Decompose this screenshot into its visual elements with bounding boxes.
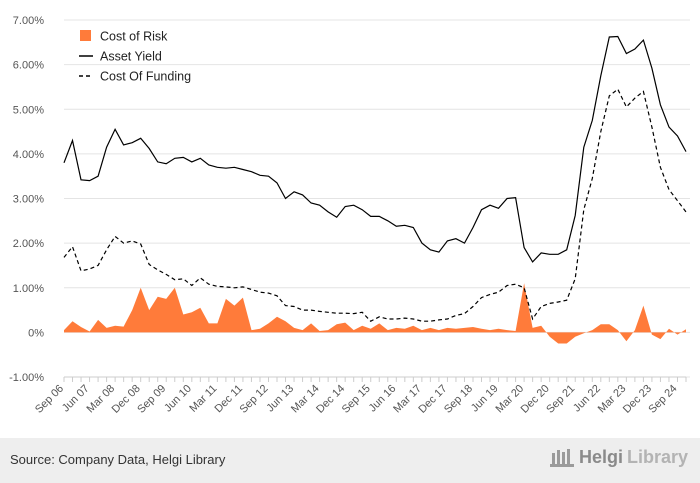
y-tick-label: -1.00% — [9, 372, 44, 384]
y-tick-label: 2.00% — [13, 238, 44, 250]
y-tick-label: 6.00% — [13, 60, 44, 72]
logo-text-library: Library — [626, 446, 688, 467]
legend-label: Cost of Risk — [100, 30, 168, 44]
legend-label: Cost Of Funding — [100, 70, 191, 84]
helgi-library-logo: Helgi Library — [549, 446, 688, 468]
x-tick-label: Jun 10 — [162, 383, 194, 415]
y-tick-label: 5.00% — [13, 104, 44, 116]
cost-of-risk-area — [64, 283, 686, 344]
legend-label: Asset Yield — [100, 50, 162, 64]
legend-swatch-cost-of-risk — [80, 30, 91, 41]
asset-yield-line — [63, 35, 687, 263]
chart: 7.00% 6.00% 5.00% 4.00% 3.00% 2.00% 1.00% 0% -1.… — [9, 15, 690, 416]
x-tick-label: Sep 21 — [544, 383, 577, 416]
y-tick-label: 7.00% — [13, 15, 44, 27]
x-tick-label: Sep 18 — [442, 383, 475, 416]
source-note: Source: Company Data, Helgi Library — [10, 452, 226, 467]
library-building-icon — [549, 449, 574, 467]
y-tick-label: 1.00% — [13, 283, 44, 295]
cost-of-funding-line — [63, 88, 687, 322]
y-tick-label: 0% — [28, 327, 44, 339]
legend: Cost of Risk Asset Yield Cost Of Funding — [79, 30, 191, 84]
footer: Source: Company Data, Helgi Library Helg… — [0, 438, 700, 483]
y-tick-label: 4.00% — [13, 149, 44, 161]
x-tick-label: Sep 09 — [135, 383, 168, 416]
logo-text-helgi: Helgi — [578, 446, 623, 467]
x-tick-label: Sep 12 — [237, 383, 270, 416]
y-axis: 7.00% 6.00% 5.00% 4.00% 3.00% 2.00% 1.00% 0% -1.… — [9, 15, 44, 384]
x-tick-label: Sep 15 — [340, 383, 373, 416]
x-tick-label: Sep 24 — [646, 383, 679, 416]
y-tick-label: 3.00% — [13, 194, 44, 206]
x-tick-label: Sep 06 — [33, 383, 66, 416]
plot-area — [63, 35, 687, 344]
